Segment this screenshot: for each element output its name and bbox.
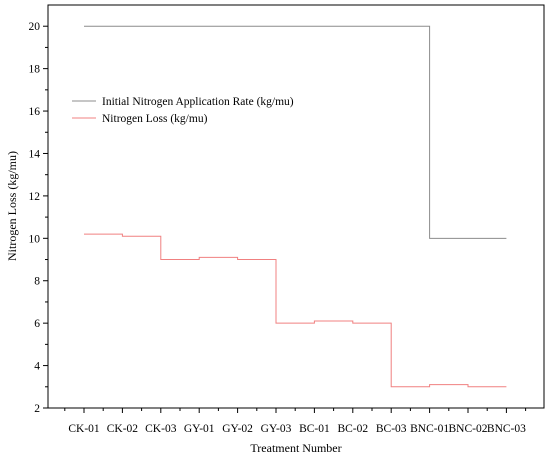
legend-label: Initial Nitrogen Application Rate (kg/mu… xyxy=(102,96,294,108)
plot-frame xyxy=(47,4,545,409)
y-tick-label: 8 xyxy=(34,276,40,288)
x-tick-label: BNC-03 xyxy=(487,423,526,435)
x-tick-label: CK-02 xyxy=(107,423,139,435)
y-axis: 2 4 6 8 10 12 14 16 18 20 xyxy=(29,21,48,415)
x-tick-label: BC-02 xyxy=(337,423,368,435)
y-tick-label: 12 xyxy=(29,191,41,203)
x-tick-label: CK-03 xyxy=(145,423,177,435)
x-axis-title: Treatment Number xyxy=(250,441,341,455)
y-tick-label: 2 xyxy=(34,403,40,415)
x-tick-label: BNC-01 xyxy=(410,423,449,435)
x-tick-label: GY-01 xyxy=(184,423,215,435)
y-tick-label: 20 xyxy=(29,21,41,33)
series-layer xyxy=(84,25,507,388)
legend-label: Nitrogen Loss (kg/mu) xyxy=(102,113,208,125)
series-line xyxy=(84,25,507,239)
x-axis: CK-01 CK-02 CK-03 GY-01 GY-02 GY-03 BC-01 BC-02… xyxy=(64,408,526,435)
x-tick-label: GY-03 xyxy=(261,423,292,435)
y-axis-title: Nitrogen Loss (kg/mu) xyxy=(5,151,19,261)
y-tick-label: 4 xyxy=(34,361,40,373)
legend: Initial Nitrogen Application Rate (kg/mu… xyxy=(72,96,294,125)
x-tick-label: CK-01 xyxy=(68,423,100,435)
y-tick-label: 14 xyxy=(29,148,41,160)
x-tick-label: BC-01 xyxy=(299,423,330,435)
x-tick-label: GY-02 xyxy=(222,423,253,435)
x-tick-label: BC-03 xyxy=(376,423,407,435)
y-tick-label: 6 xyxy=(34,318,40,330)
series-line xyxy=(84,233,507,388)
y-tick-label: 16 xyxy=(29,106,41,118)
y-tick-label: 18 xyxy=(29,64,41,76)
x-tick-label: BNC-02 xyxy=(449,423,488,435)
y-tick-label: 10 xyxy=(29,233,41,245)
